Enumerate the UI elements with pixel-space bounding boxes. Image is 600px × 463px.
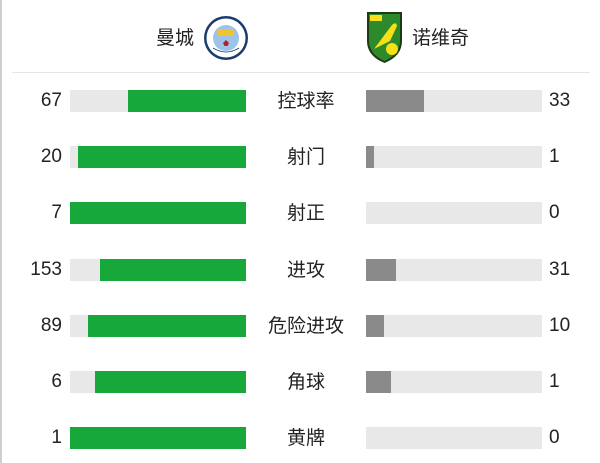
away-stat-bar — [366, 371, 542, 393]
away-stat-bar — [366, 427, 542, 450]
home-stat-value: 89 — [40, 314, 62, 336]
home-stat-bar — [70, 314, 246, 337]
stat-label: 黄牌 — [286, 427, 325, 450]
stat-row: 20 射门 1 — [0, 144, 600, 170]
away-stat-value: 0 — [549, 427, 560, 449]
home-stat-fill — [70, 427, 246, 450]
home-stat-value: 1 — [51, 427, 62, 449]
home-stat-bar — [70, 202, 246, 225]
home-stat-fill — [87, 314, 246, 337]
away-stat-bar — [366, 146, 542, 169]
stat-label: 射正 — [286, 202, 325, 225]
away-stat-fill — [366, 146, 375, 169]
away-stat-value: 33 — [549, 90, 571, 111]
home-stat-fill — [99, 258, 246, 281]
away-stat-fill — [366, 90, 425, 112]
home-stat-value: 7 — [51, 202, 62, 224]
away-stat-fill — [366, 371, 392, 393]
stat-row: 153 进攻 31 — [0, 257, 600, 283]
away-stat-value: 1 — [549, 146, 560, 168]
stat-row: 6 角球 1 — [0, 369, 600, 395]
divider — [12, 72, 590, 73]
stat-label: 进攻 — [286, 258, 325, 281]
home-stat-value: 6 — [51, 371, 62, 392]
away-stat-fill — [366, 258, 396, 281]
home-stat-fill — [78, 146, 246, 169]
home-stat-fill — [95, 371, 246, 393]
away-stat-value: 10 — [549, 314, 571, 336]
home-stat-bar — [70, 146, 246, 169]
stat-row: 89 危险进攻 10 — [0, 313, 600, 339]
stat-label: 控球率 — [277, 90, 335, 112]
away-stat-fill — [366, 314, 384, 337]
manchester-city-crest-icon — [204, 16, 248, 60]
home-stat-bar — [70, 427, 246, 450]
home-stat-bar — [70, 371, 246, 393]
stat-label: 射门 — [286, 146, 325, 169]
left-edge — [0, 0, 2, 463]
away-stat-value: 31 — [549, 258, 571, 280]
away-team-name: 诺维奇 — [412, 27, 470, 49]
home-stat-value: 153 — [30, 258, 62, 280]
home-stat-value: 67 — [40, 90, 62, 111]
home-stat-fill — [70, 202, 246, 225]
away-stat-bar — [366, 90, 542, 112]
home-stat-bar — [70, 90, 246, 112]
away-stat-bar — [366, 314, 542, 337]
stat-row: 7 射正 0 — [0, 200, 600, 226]
away-stat-bar — [366, 202, 542, 225]
home-stat-fill — [128, 90, 246, 112]
home-team-name: 曼城 — [155, 27, 194, 49]
home-stat-value: 20 — [40, 146, 62, 168]
stat-label: 危险进攻 — [267, 314, 344, 337]
away-stat-bar — [366, 258, 542, 281]
away-stat-value: 1 — [549, 371, 560, 392]
away-stat-value: 0 — [549, 202, 560, 224]
home-stat-bar — [70, 258, 246, 281]
stat-row: 1 黄牌 0 — [0, 425, 600, 451]
stat-row: 67 控球率 33 — [0, 88, 600, 114]
stat-label: 角球 — [286, 371, 325, 393]
norwich-city-crest-icon — [367, 12, 402, 63]
